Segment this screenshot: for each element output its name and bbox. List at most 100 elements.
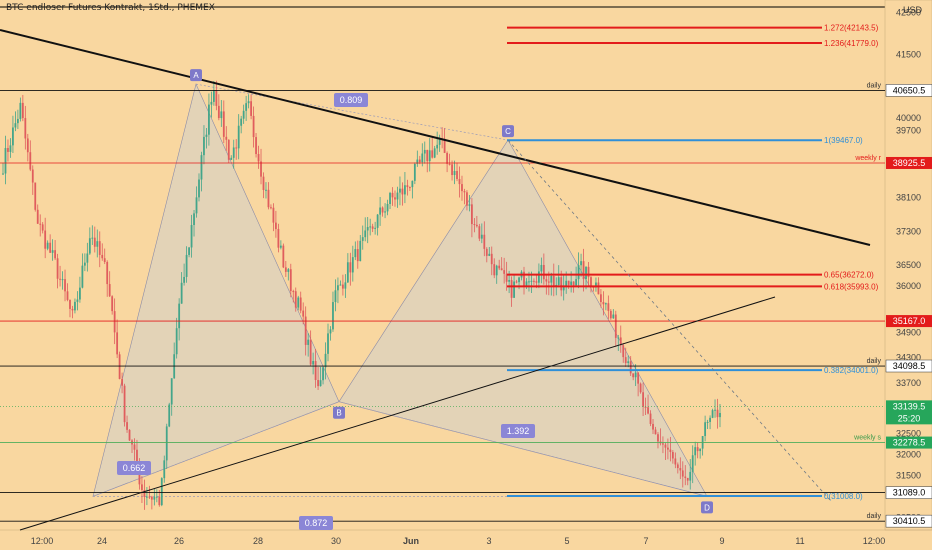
candle-body: [493, 264, 496, 276]
ratio-badge: [501, 424, 535, 438]
candle-body: [518, 277, 520, 283]
candle-body: [684, 476, 687, 478]
candle-body: [597, 282, 600, 295]
candle-body: [4, 148, 7, 174]
candle-body: [2, 173, 4, 175]
candle-body: [222, 111, 225, 137]
candle-body: [339, 284, 342, 286]
candle-body: [265, 189, 267, 191]
candle-body: [79, 287, 81, 300]
candle-body: [689, 471, 692, 481]
candle-body: [592, 286, 595, 288]
candle-body: [552, 276, 555, 287]
candle-body: [523, 271, 525, 286]
candle-body: [93, 237, 96, 247]
candle-body: [475, 224, 478, 227]
candle-body: [153, 497, 156, 500]
candle-body: [540, 264, 543, 272]
candle-body: [88, 238, 91, 254]
candle-body: [369, 226, 372, 228]
fib-level-label: 0.65(36272.0): [824, 271, 874, 280]
candle-body: [195, 197, 198, 214]
y-tick-label: 41500: [896, 50, 921, 60]
price-tag: [886, 436, 932, 449]
candle-body: [714, 409, 716, 411]
candle-body: [448, 163, 451, 165]
candle-body: [413, 163, 416, 181]
currency-label: USD: [903, 5, 923, 15]
candle-body: [31, 169, 34, 183]
candle-body: [624, 357, 627, 364]
candle-body: [416, 159, 419, 164]
candle-body: [582, 261, 585, 280]
candle-body: [587, 266, 590, 278]
candle-body: [389, 192, 391, 205]
candle-body: [108, 284, 111, 297]
candle-body: [580, 261, 582, 266]
candle-body: [542, 264, 545, 280]
candle-body: [399, 188, 401, 193]
key-level-label: weekly s: [853, 435, 881, 442]
candle-body: [401, 188, 404, 195]
candle-body: [145, 496, 148, 498]
candle-body: [711, 410, 714, 418]
candle-body: [24, 118, 27, 139]
candle-body: [396, 192, 399, 200]
candle-body: [64, 279, 66, 292]
x-tick-label: 12:00: [31, 536, 54, 546]
candle-body: [699, 448, 702, 452]
candle-body: [453, 170, 456, 176]
candle-body: [245, 103, 248, 111]
price-tag-value: 33139.5: [893, 401, 926, 411]
candle-body: [478, 226, 481, 239]
key-level-label: weekly r: [854, 155, 881, 162]
candle-body: [704, 422, 707, 437]
projection-dashed-line: [507, 139, 831, 501]
candle-body: [212, 90, 215, 102]
fib-level-label: 1.236(41779.0): [824, 39, 879, 48]
candle-body: [257, 154, 260, 162]
candle-body: [39, 223, 42, 225]
candle-body: [165, 426, 168, 461]
price-tag: [886, 315, 932, 328]
pattern-point-label: C: [505, 127, 511, 136]
x-tick-label: 28: [253, 536, 263, 546]
x-tick-label: 7: [643, 536, 648, 546]
candle-body: [431, 150, 434, 158]
candle-body: [456, 170, 458, 180]
candle-body: [649, 413, 652, 424]
pattern-triangle-xab: [92, 83, 340, 497]
candle-body: [329, 329, 332, 334]
candle-body: [535, 281, 538, 283]
candle-body: [498, 265, 501, 269]
candle-body: [128, 429, 131, 441]
y-tick-label: 32500: [896, 428, 921, 438]
pattern-ratio-line: [338, 401, 708, 497]
fib-level-label: 0.618(35993.0): [824, 282, 879, 291]
candle-body: [515, 281, 518, 283]
candle-body: [16, 118, 19, 124]
candle-body: [275, 222, 277, 230]
ratio-badge: [334, 93, 368, 107]
candle-body: [505, 273, 508, 282]
candle-body: [471, 204, 473, 225]
candle-body: [294, 291, 297, 308]
candle-body: [210, 101, 213, 105]
candle-body: [590, 277, 592, 287]
candle-body: [277, 229, 280, 248]
ratio-badge: [117, 461, 151, 475]
candle-body: [421, 153, 424, 163]
candle-body: [473, 224, 476, 226]
candle-body: [26, 138, 29, 153]
candle-body: [163, 460, 166, 479]
price-tag-value: 30410.5: [893, 516, 926, 526]
y-tick-label: 33700: [896, 378, 921, 388]
candle-body: [716, 409, 719, 418]
candle-body: [270, 207, 272, 209]
candle-body: [327, 333, 329, 354]
candle-body: [136, 449, 138, 468]
candle-body: [525, 281, 528, 286]
candle-body: [408, 187, 411, 189]
candle-body: [567, 280, 570, 285]
